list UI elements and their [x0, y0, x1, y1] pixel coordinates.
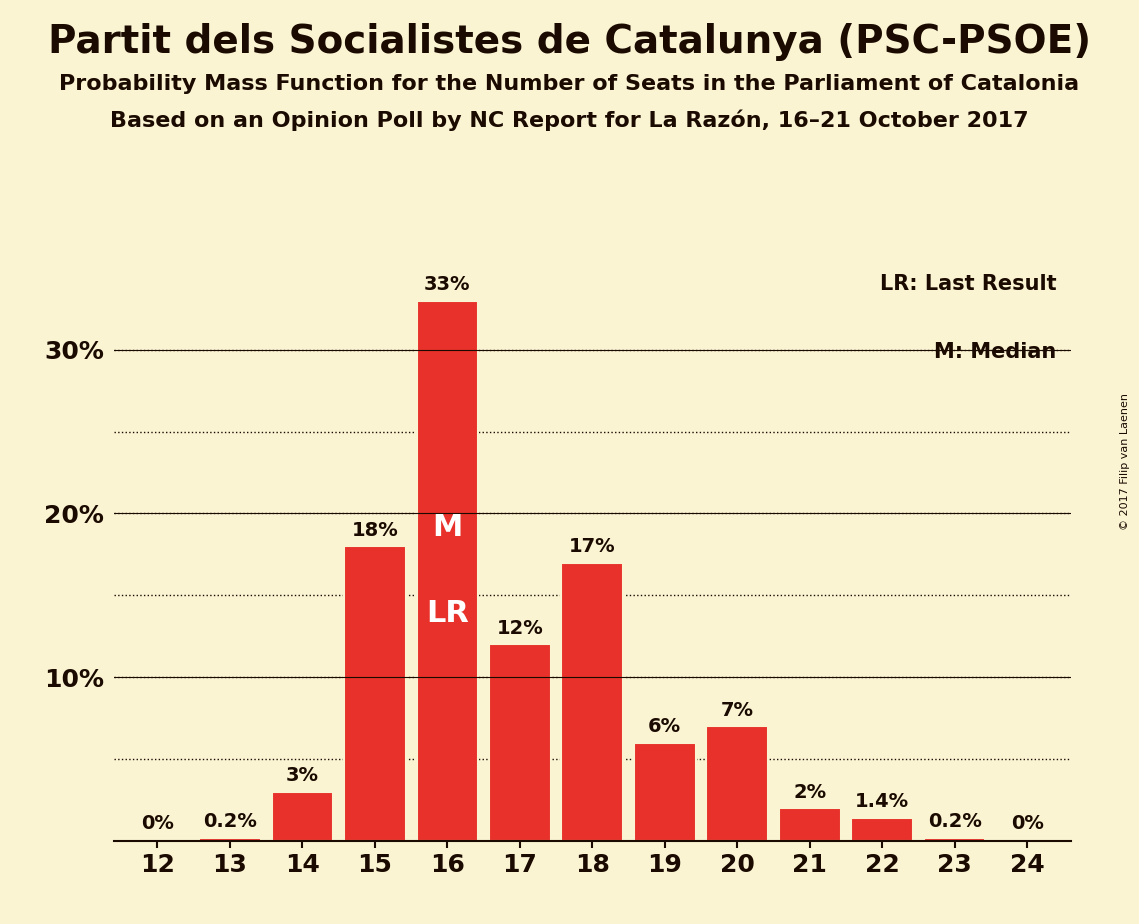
- Text: 12%: 12%: [497, 619, 543, 638]
- Bar: [779, 808, 841, 841]
- Text: 7%: 7%: [721, 700, 754, 720]
- Bar: [562, 563, 623, 841]
- Text: 0%: 0%: [141, 814, 174, 833]
- Bar: [199, 837, 261, 841]
- Bar: [634, 743, 696, 841]
- Bar: [706, 726, 768, 841]
- Text: 3%: 3%: [286, 766, 319, 785]
- Text: 1.4%: 1.4%: [855, 793, 909, 811]
- Text: 17%: 17%: [570, 537, 615, 556]
- Text: 18%: 18%: [352, 520, 399, 540]
- Bar: [344, 546, 405, 841]
- Text: Based on an Opinion Poll by NC Report for La Razón, 16–21 October 2017: Based on an Opinion Poll by NC Report fo…: [110, 109, 1029, 130]
- Text: LR: Last Result: LR: Last Result: [879, 274, 1056, 294]
- Text: M: M: [432, 513, 462, 542]
- Text: 6%: 6%: [648, 717, 681, 736]
- Bar: [851, 818, 913, 841]
- Text: Partit dels Socialistes de Catalunya (PSC-PSOE): Partit dels Socialistes de Catalunya (PS…: [48, 23, 1091, 61]
- Bar: [271, 792, 333, 841]
- Bar: [489, 644, 550, 841]
- Text: 33%: 33%: [424, 275, 470, 294]
- Bar: [924, 837, 985, 841]
- Text: LR: LR: [426, 600, 469, 628]
- Text: M: Median: M: Median: [934, 343, 1056, 362]
- Text: © 2017 Filip van Laenen: © 2017 Filip van Laenen: [1120, 394, 1130, 530]
- Text: 0%: 0%: [1010, 814, 1043, 833]
- Text: 2%: 2%: [793, 783, 826, 801]
- Bar: [417, 300, 478, 841]
- Text: 0.2%: 0.2%: [203, 812, 256, 831]
- Text: 0.2%: 0.2%: [928, 812, 982, 831]
- Text: Probability Mass Function for the Number of Seats in the Parliament of Catalonia: Probability Mass Function for the Number…: [59, 74, 1080, 94]
